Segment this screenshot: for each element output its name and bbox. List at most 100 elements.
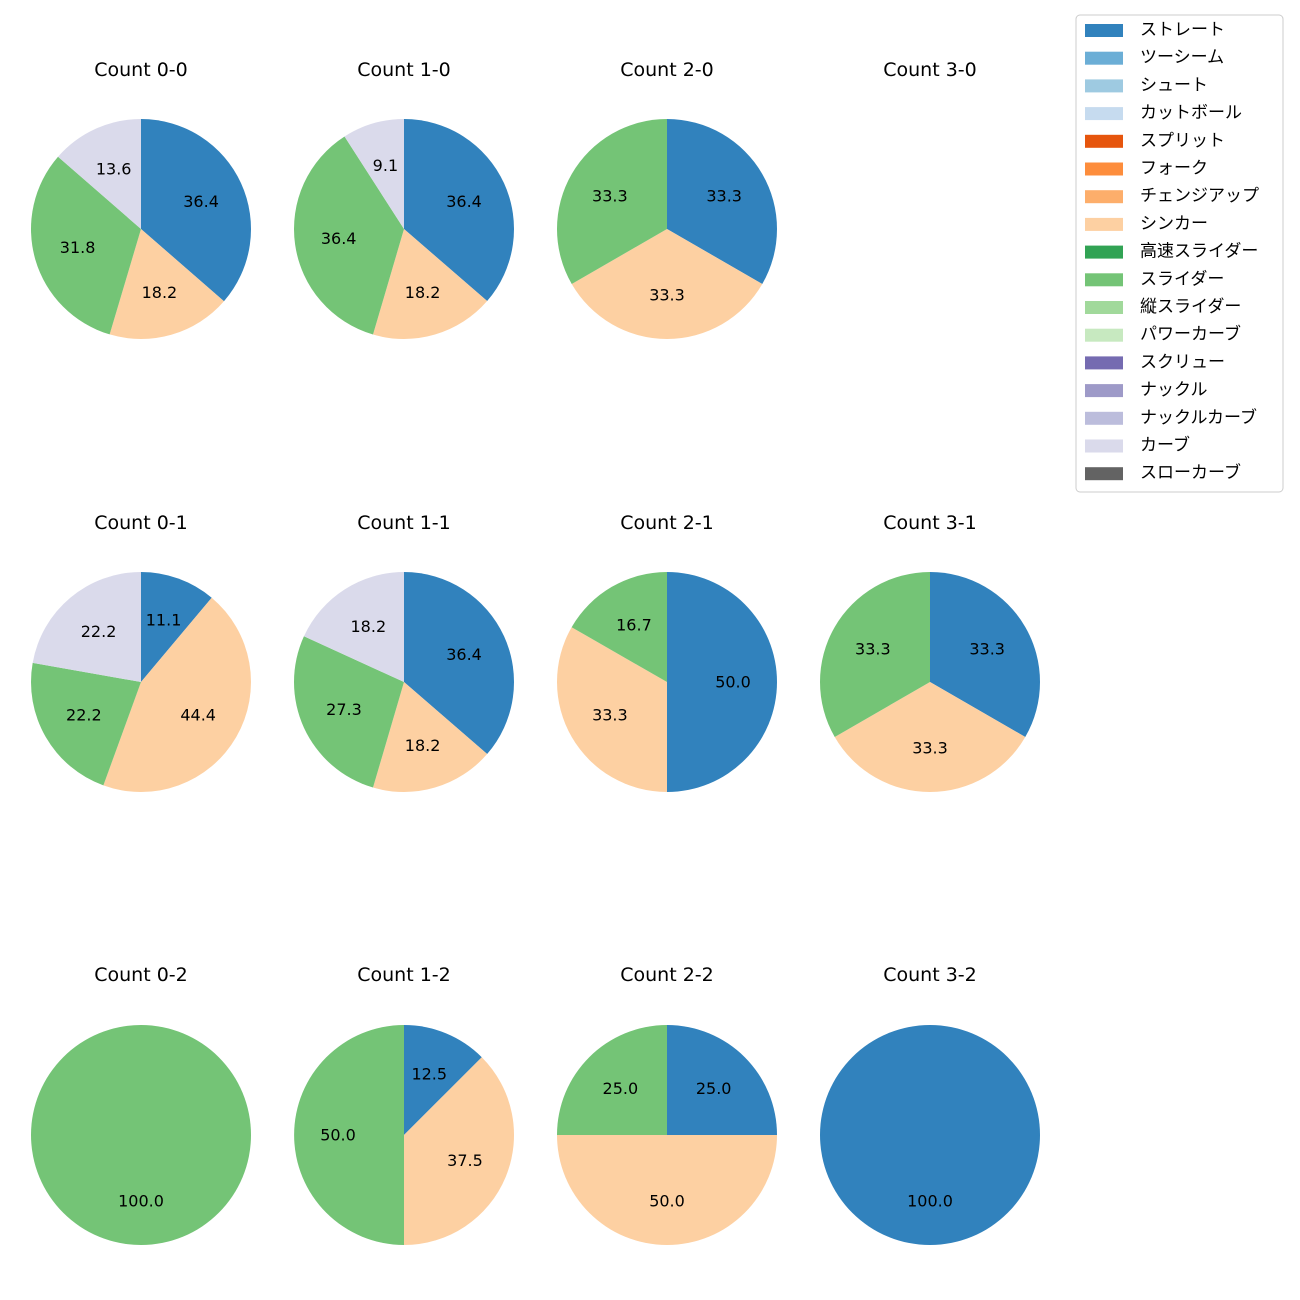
slice-label: 16.7 <box>616 615 652 634</box>
pie-title: Count 3-0 <box>883 59 977 81</box>
slice-label: 18.2 <box>351 617 387 636</box>
legend-swatch <box>1085 134 1123 148</box>
pie-title: Count 0-2 <box>94 964 188 986</box>
legend-entry: パワーカーブ <box>1085 324 1241 345</box>
slice-label: 37.5 <box>447 1151 483 1170</box>
legend-swatch <box>1085 467 1123 481</box>
slice-label: 11.1 <box>146 610 182 629</box>
legend-entry: ナックルカーブ <box>1085 407 1257 428</box>
legend-swatch <box>1085 107 1123 121</box>
slice-label: 100.0 <box>907 1192 953 1211</box>
slice-label: 25.0 <box>603 1079 639 1098</box>
slice-label: 50.0 <box>320 1126 356 1145</box>
legend-label: ナックルカーブ <box>1140 407 1257 428</box>
pie-title: Count 2-0 <box>620 59 714 81</box>
slice-label: 36.4 <box>446 192 482 211</box>
legend-label: シュート <box>1140 75 1208 95</box>
pie-title: Count 3-2 <box>883 964 977 986</box>
pie-title: Count 0-1 <box>94 512 188 534</box>
pie-title: Count 2-2 <box>620 964 714 986</box>
slice-label: 27.3 <box>326 700 362 719</box>
legend-items: ストレートツーシームシュートカットボールスプリットフォークチェンジアップシンカー… <box>1085 20 1259 483</box>
pie-slice <box>344 119 404 229</box>
pie-count-1-2: Count 1-2 12.5 37.5 50.0 <box>294 964 514 1245</box>
legend-swatch <box>1085 273 1123 287</box>
slice-label: 33.3 <box>649 286 685 305</box>
legend-label: ストレート <box>1140 20 1225 40</box>
pie-charts: Count 0-0 36.4 18.2 31.8 13.6 Count 1-0 36.4 18… <box>30 59 1040 1245</box>
pie-slice <box>373 682 488 792</box>
slice-label: 44.4 <box>180 706 216 725</box>
pie-slice <box>294 636 404 788</box>
legend-swatch <box>1085 190 1123 204</box>
legend-frame <box>1075 14 1284 493</box>
legend-entry: チェンジアップ <box>1085 186 1259 206</box>
pie-slice <box>819 572 930 737</box>
pie-slice <box>557 1025 667 1135</box>
legend-label: スローカーブ <box>1140 462 1241 483</box>
pie-slice <box>667 1025 777 1135</box>
slice-label: 33.3 <box>912 739 948 758</box>
legend-entry: 縦スライダー <box>1085 297 1241 317</box>
pie-slice <box>557 1135 777 1245</box>
slice-label: 36.4 <box>321 229 357 248</box>
pie-count-0-1: Count 0-1 11.1 44.4 22.2 22.2 <box>30 512 252 793</box>
slice-label: 22.2 <box>81 622 117 641</box>
pie-title: Count 1-1 <box>357 512 451 534</box>
pie-title: Count 1-2 <box>357 964 451 986</box>
pie-slice <box>32 572 142 682</box>
legend-entry: 高速スライダー <box>1085 242 1258 262</box>
legend-entry: ナックル <box>1085 380 1208 400</box>
pie-slice <box>404 572 514 755</box>
pie-slice <box>820 1025 1040 1245</box>
legend-label: カーブ <box>1140 435 1190 456</box>
pie-slice <box>404 1025 482 1135</box>
slice-label: 25.0 <box>696 1079 732 1098</box>
pie-title: Count 1-0 <box>357 59 451 81</box>
pie-slice <box>930 572 1040 737</box>
pie-slice <box>103 597 252 793</box>
legend-label: スクリュー <box>1140 352 1225 372</box>
pie-slice <box>404 119 514 302</box>
legend-swatch <box>1085 301 1123 314</box>
pie-title: Count 2-1 <box>620 512 714 534</box>
pie-slice <box>30 156 141 335</box>
pie-slice <box>571 572 667 682</box>
legend-swatch <box>1085 411 1123 425</box>
slice-label: 33.3 <box>969 640 1005 659</box>
slice-label: 33.3 <box>855 640 891 659</box>
legend-label: ツーシーム <box>1140 48 1224 68</box>
slice-label: 36.4 <box>446 645 482 664</box>
slice-label: 33.3 <box>592 187 628 206</box>
legend-swatch <box>1085 245 1123 259</box>
pie-count-3-0: Count 3-0 <box>883 59 977 81</box>
legend-label: フォーク <box>1140 159 1208 179</box>
legend-entry: カットボール <box>1085 103 1242 123</box>
legend-label: シンカー <box>1140 214 1208 234</box>
pie-slice <box>109 229 224 339</box>
pie-count-2-2: Count 2-2 25.0 50.0 25.0 <box>557 964 777 1245</box>
pie-count-2-1: Count 2-1 50.0 33.3 16.7 <box>556 512 777 792</box>
pie-slice <box>667 572 777 792</box>
legend-label: 高速スライダー <box>1140 242 1258 262</box>
legend-label: ナックル <box>1140 380 1208 400</box>
slice-label: 100.0 <box>118 1192 164 1211</box>
legend-swatch <box>1085 328 1123 342</box>
slice-label: 18.2 <box>405 283 441 302</box>
legend-swatch <box>1085 79 1123 93</box>
pie-count-3-1: Count 3-1 33.3 33.3 33.3 <box>819 512 1040 793</box>
slice-label: 9.1 <box>373 156 398 175</box>
legend-label: 縦スライダー <box>1140 297 1241 317</box>
pie-count-1-1: Count 1-1 36.4 18.2 27.3 18.2 <box>294 512 514 792</box>
legend-entry: シンカー <box>1085 214 1208 234</box>
legend-swatch <box>1085 162 1123 176</box>
pie-slice <box>556 627 667 792</box>
pie-count-1-0: Count 1-0 36.4 18.2 36.4 9.1 <box>294 59 514 339</box>
legend-label: パワーカーブ <box>1140 324 1241 345</box>
pie-slice <box>141 572 212 682</box>
legend-swatch <box>1085 356 1123 370</box>
legend-label: スライダー <box>1140 269 1224 289</box>
legend-swatch <box>1085 51 1123 65</box>
legend-entry: スライダー <box>1085 269 1224 289</box>
legend-entry: フォーク <box>1085 159 1208 179</box>
